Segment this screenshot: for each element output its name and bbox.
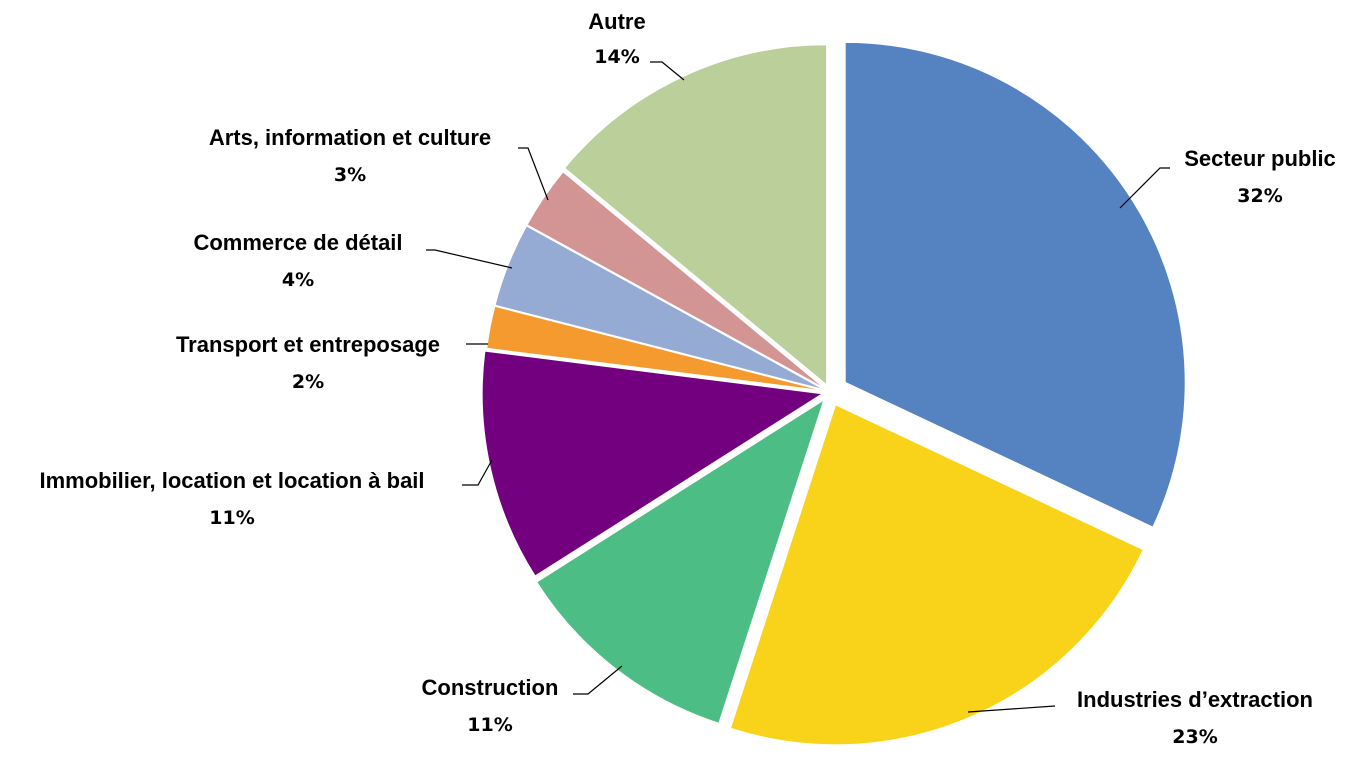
slice-label-1: Secteur public [1184, 146, 1336, 171]
leader-line-8 [650, 61, 685, 81]
pie-slice-7 [526, 171, 826, 390]
leader-line-7 [518, 147, 549, 201]
leader-line-2 [967, 705, 1056, 713]
slice-value-3: 11% [467, 714, 512, 736]
slice-value-8: 14% [594, 46, 639, 68]
pie-slices [481, 41, 1186, 746]
slice-value-6: 4% [282, 269, 314, 291]
leader-line-6 [426, 249, 513, 269]
leader-lines [426, 61, 1170, 713]
data-labels: Secteur public 32% Industries d’extraction… [39, 9, 1335, 748]
pie-slice-8 [563, 44, 828, 386]
slice-label-5: Transport et entreposage [176, 332, 440, 357]
slice-value-2: 23% [1172, 726, 1217, 748]
slice-label-8: Autre [588, 9, 645, 34]
slice-label-4: Immobilier, location et location à bail [39, 468, 424, 493]
pie-slice-4 [481, 350, 824, 577]
pie-slice-1 [844, 41, 1186, 528]
leader-line-1 [1119, 167, 1170, 209]
slice-value-5: 2% [292, 371, 324, 393]
slice-label-7: Arts, information et culture [209, 125, 491, 150]
pie-slice-6 [494, 225, 825, 391]
slice-label-6: Commerce de détail [193, 230, 402, 255]
slice-label-2: Industries d’extraction [1077, 687, 1313, 712]
slice-value-7: 3% [334, 164, 366, 186]
slice-label-3: Construction [422, 675, 559, 700]
pie-slice-2 [729, 404, 1144, 746]
pie-slice-3 [536, 398, 825, 724]
pie-slice-5 [486, 305, 825, 392]
slice-value-4: 11% [209, 507, 254, 529]
slice-value-1: 32% [1237, 185, 1282, 207]
leader-line-4 [462, 459, 493, 486]
leader-line-3 [573, 665, 623, 695]
